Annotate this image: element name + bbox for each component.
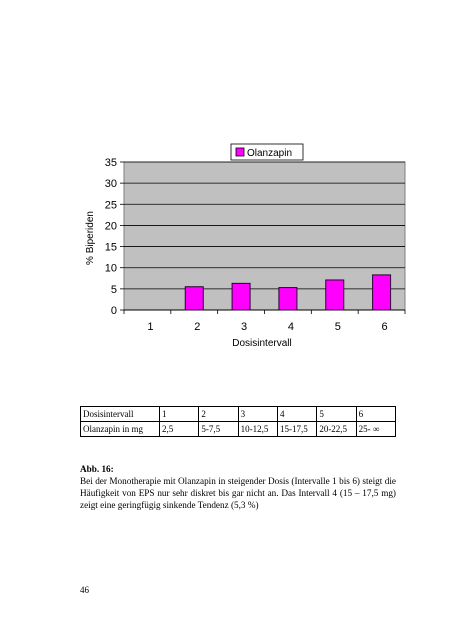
plot-area <box>123 161 406 311</box>
dose-interval-table: Dosisintervall 1 2 3 4 5 6 Olanzapin in … <box>80 406 397 437</box>
y-tick-label: 30 <box>105 178 117 190</box>
table-cell: 15-17,5 <box>276 421 318 437</box>
legend: Olanzapin <box>230 143 304 161</box>
table-cell: 2 <box>198 406 239 422</box>
table-cell: 5-7,5 <box>198 421 239 437</box>
y-axis: 0 5 10 15 20 25 30 35 <box>105 157 124 317</box>
table-cell: 3 <box>237 406 278 422</box>
bar-series <box>184 274 392 311</box>
table-cell: 1 <box>158 406 200 422</box>
y-axis-label: % Biperiden <box>85 211 96 265</box>
bar <box>325 279 345 311</box>
table-cell: Olanzapin in mg <box>80 421 160 437</box>
page-number: 46 <box>80 585 89 595</box>
bar-chart: 0 5 10 15 20 25 30 35 1 2 3 4 5 6 % Biperiden Dosisi… <box>85 143 406 349</box>
table-cell: 2,5 <box>158 421 200 437</box>
bar <box>278 287 298 311</box>
table-cell: 5 <box>316 406 357 422</box>
table-row: Dosisintervall 1 2 3 4 5 6 <box>80 406 397 422</box>
y-tick-label: 35 <box>105 157 117 169</box>
x-tick-label: 4 <box>288 321 294 333</box>
bar <box>372 274 392 311</box>
plot-background <box>123 161 406 311</box>
table-cell: 20-22,5 <box>316 421 357 437</box>
caption-title: Abb. 16: <box>80 464 114 474</box>
legend-swatch <box>235 147 245 157</box>
y-tick-label: 25 <box>105 199 117 211</box>
x-tick-label: 3 <box>241 321 247 333</box>
y-tick-label: 5 <box>111 284 117 296</box>
x-tick-label: 1 <box>147 321 153 333</box>
caption-text: Bei der Monotherapie mit Olanzapin in st… <box>80 476 396 510</box>
bar <box>184 286 204 311</box>
x-axis: 1 2 3 4 5 6 <box>123 310 406 333</box>
x-axis-label: Dosisintervall <box>232 338 291 349</box>
y-tick-label: 10 <box>105 263 117 275</box>
table-row: Olanzapin in mg 2,5 5-7,5 10-12,5 15-17,… <box>80 421 397 437</box>
legend-box <box>230 143 304 161</box>
y-tick-label: 15 <box>105 242 117 254</box>
x-tick-label: 6 <box>382 321 388 333</box>
x-tick-label: 2 <box>194 321 200 333</box>
table-cell: 10-12,5 <box>237 421 278 437</box>
table-cell: Dosisintervall <box>80 406 160 422</box>
table-cell: 6 <box>355 406 397 422</box>
y-tick-label: 0 <box>111 305 117 317</box>
bar <box>231 282 251 311</box>
table-cell: 25- ∞ <box>355 421 397 437</box>
table-cell: 4 <box>276 406 318 422</box>
x-tick-label: 5 <box>335 321 341 333</box>
legend-entry: Olanzapin <box>247 148 292 159</box>
y-tick-label: 20 <box>105 220 117 232</box>
figure-caption: Abb. 16: Bei der Monotherapie mit Olanza… <box>80 463 396 511</box>
